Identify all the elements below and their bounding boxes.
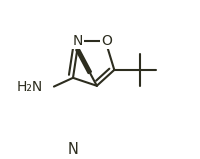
Text: O: O [101, 34, 112, 48]
Text: N: N [73, 34, 83, 48]
Text: H₂N: H₂N [16, 80, 42, 93]
Text: N: N [68, 142, 78, 157]
